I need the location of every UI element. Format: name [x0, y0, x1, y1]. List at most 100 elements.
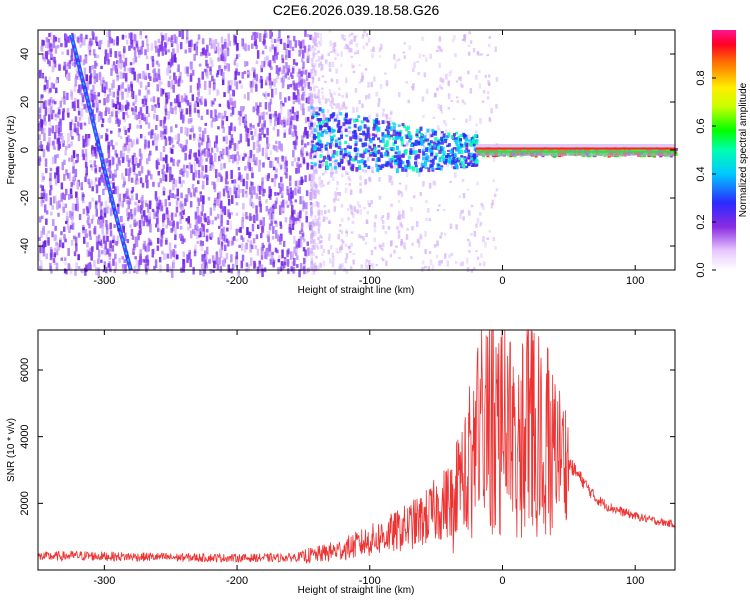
noise-cell — [442, 208, 446, 211]
noise-cell — [224, 178, 228, 185]
noise-cell — [126, 195, 130, 200]
noise-cell — [119, 150, 123, 159]
noise-cell — [229, 107, 233, 111]
noise-cell — [280, 68, 284, 75]
noise-cell — [127, 160, 131, 167]
noise-cell — [310, 180, 313, 186]
noise-cell — [203, 80, 207, 90]
noise-cell — [182, 180, 185, 184]
noise-cell — [480, 53, 483, 56]
noise-cell — [135, 114, 139, 121]
noise-cell — [178, 31, 181, 37]
noise-cell — [311, 76, 315, 83]
noise-cell — [53, 132, 57, 140]
noise-cell — [41, 72, 44, 79]
noise-cell — [387, 226, 391, 230]
noise-cell — [304, 143, 307, 148]
noise-cell — [292, 216, 295, 225]
noise-cell — [225, 253, 229, 260]
carrier-cell — [425, 147, 428, 152]
noise-cell — [475, 223, 478, 228]
noise-cell — [107, 150, 111, 159]
noise-cell — [76, 181, 79, 189]
noise-cell — [87, 44, 91, 50]
noise-cell — [374, 214, 377, 219]
noise-cell — [425, 88, 429, 94]
noise-cell — [276, 114, 280, 119]
noise-cell — [226, 227, 229, 232]
carrier-cell — [335, 150, 339, 156]
noise-cell — [291, 46, 295, 51]
noise-cell — [339, 246, 342, 250]
noise-cell — [269, 258, 273, 265]
noise-cell — [367, 93, 371, 99]
noise-cell — [55, 262, 59, 270]
noise-cell — [123, 181, 126, 186]
noise-cell — [314, 95, 318, 99]
noise-cell — [66, 215, 69, 223]
carrier-cell — [445, 155, 449, 159]
noise-cell — [262, 217, 265, 226]
noise-cell — [78, 84, 81, 93]
noise-cell — [61, 51, 64, 55]
noise-cell — [199, 240, 203, 247]
carrier-cell — [384, 164, 388, 167]
noise-cell — [120, 84, 124, 89]
noise-cell — [258, 128, 262, 133]
noise-cell — [296, 180, 300, 188]
noise-cell — [465, 118, 468, 124]
noise-cell — [126, 188, 129, 197]
carrier-cell — [324, 147, 328, 151]
noise-cell — [447, 93, 451, 100]
noise-cell — [408, 45, 411, 51]
noise-cell — [370, 49, 373, 53]
noise-cell — [432, 180, 435, 186]
noise-cell — [331, 143, 334, 147]
noise-cell — [312, 218, 315, 222]
noise-cell — [74, 97, 77, 102]
noise-cell — [117, 157, 121, 164]
noise-cell — [227, 264, 230, 273]
noise-cell — [133, 33, 136, 42]
noise-cell — [249, 231, 252, 236]
noise-cell — [309, 202, 313, 206]
noise-cell — [86, 81, 90, 91]
noise-cell — [161, 47, 165, 56]
noise-cell — [107, 250, 111, 257]
noise-cell — [237, 167, 241, 171]
noise-cell — [424, 230, 427, 237]
noise-cell — [330, 166, 333, 171]
carrier-cell — [387, 126, 391, 129]
noise-cell — [281, 80, 285, 89]
noise-cell — [108, 159, 111, 169]
noise-cell — [373, 237, 376, 243]
noise-cell — [424, 132, 427, 136]
noise-cell — [491, 199, 494, 205]
carrier-cell — [359, 153, 363, 158]
noise-cell — [395, 245, 398, 248]
noise-cell — [446, 134, 449, 141]
noise-cell — [172, 259, 175, 269]
noise-cell — [218, 65, 221, 72]
noise-cell — [109, 180, 112, 185]
noise-cell — [182, 145, 186, 153]
noise-cell — [164, 98, 168, 106]
noise-cell — [145, 85, 148, 91]
noise-cell — [378, 47, 382, 52]
noise-cell — [324, 80, 327, 83]
noise-cell — [197, 174, 201, 179]
spectrogram-ylabel: Frequency (Hz) — [6, 116, 17, 185]
carrier-cell — [322, 155, 326, 160]
noise-cell — [439, 77, 443, 82]
noise-cell — [170, 34, 174, 40]
carrier-cell — [381, 120, 385, 124]
y-tick-label: 0 — [19, 147, 31, 153]
noise-cell — [469, 88, 473, 94]
noise-cell — [172, 84, 175, 93]
carrier-cell — [433, 144, 436, 148]
x-tick-label: 0 — [499, 275, 505, 287]
carrier-cell — [412, 166, 416, 172]
noise-cell — [147, 72, 151, 79]
noise-cell — [95, 41, 99, 46]
noise-cell — [313, 122, 316, 126]
